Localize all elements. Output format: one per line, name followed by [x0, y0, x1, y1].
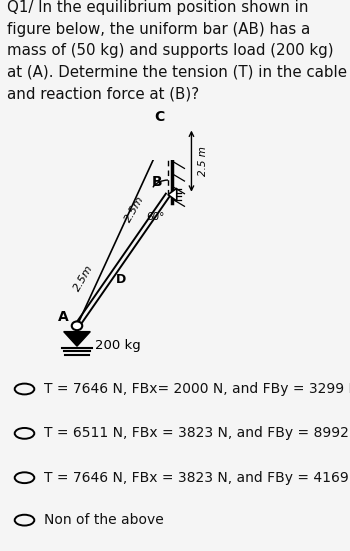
Text: A: A	[58, 310, 69, 325]
Text: 60°: 60°	[147, 212, 165, 222]
Polygon shape	[64, 332, 90, 346]
Text: 2.5 m: 2.5 m	[198, 146, 208, 176]
Text: T = 6511 N, FBx = 3823 N, and FBy = 8992 N: T = 6511 N, FBx = 3823 N, and FBy = 8992…	[44, 426, 350, 440]
Text: 200 kg: 200 kg	[95, 338, 141, 352]
Text: C: C	[154, 110, 164, 124]
Text: 2.5m: 2.5m	[72, 263, 96, 293]
Text: 2.5m: 2.5m	[123, 194, 146, 224]
Text: D: D	[116, 273, 126, 287]
Text: Non of the above: Non of the above	[44, 513, 163, 527]
Text: T = 7646 N, FBx= 2000 N, and FBy = 3299 N: T = 7646 N, FBx= 2000 N, and FBy = 3299 …	[44, 382, 350, 396]
Text: Q1/ In the equilibrium position shown in
figure below, the uniform bar (AB) has : Q1/ In the equilibrium position shown in…	[7, 0, 347, 101]
Polygon shape	[168, 188, 177, 201]
Text: B: B	[152, 175, 162, 190]
Circle shape	[72, 321, 82, 330]
Text: T = 7646 N, FBx = 3823 N, and FBy = 4169 N: T = 7646 N, FBx = 3823 N, and FBy = 4169…	[44, 471, 350, 485]
